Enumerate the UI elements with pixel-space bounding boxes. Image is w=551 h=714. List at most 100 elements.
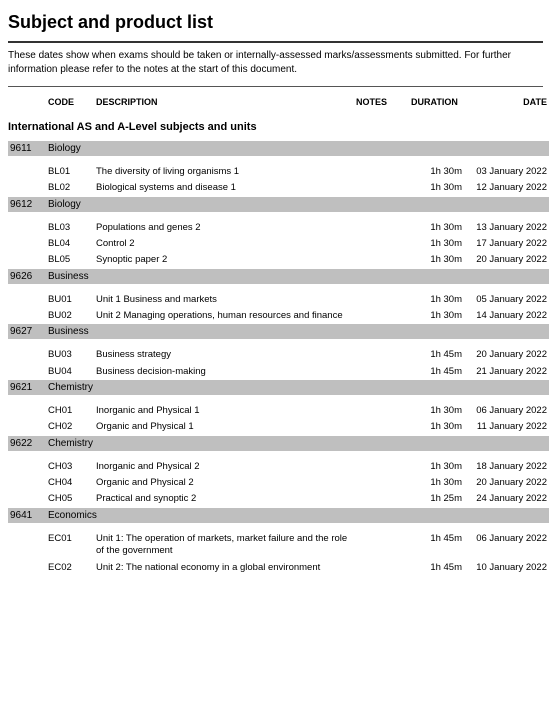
unit-description: Unit 2 Managing operations, human resour…	[94, 308, 354, 324]
unit-row: CH04Organic and Physical 21h 30m20 Janua…	[8, 475, 549, 491]
unit-description: Organic and Physical 2	[94, 475, 354, 491]
unit-code: EC01	[46, 531, 94, 560]
unit-description: The diversity of living organisms 1	[94, 164, 354, 180]
timetable-table: CODE DESCRIPTION NOTES DURATION DATE Int…	[8, 93, 549, 576]
page-title: Subject and product list	[8, 12, 543, 33]
unit-date: 14 January 2022	[464, 308, 549, 324]
subject-row: 9627Business	[8, 324, 549, 339]
unit-description: Inorganic and Physical 1	[94, 403, 354, 419]
unit-duration: 1h 25m	[409, 491, 464, 507]
intro-text: These dates show when exams should be ta…	[8, 49, 543, 76]
unit-date: 10 January 2022	[464, 560, 549, 576]
unit-code: BL04	[46, 236, 94, 252]
subject-name: Chemistry	[46, 436, 549, 451]
subject-row: 9626Business	[8, 269, 549, 284]
unit-description: Synoptic paper 2	[94, 252, 354, 268]
unit-description: Control 2	[94, 236, 354, 252]
spacer-row	[8, 523, 549, 531]
header-description: DESCRIPTION	[94, 93, 354, 113]
subject-name: Economics	[46, 508, 549, 523]
unit-code: BL03	[46, 220, 94, 236]
subject-name: Business	[46, 324, 549, 339]
unit-date: 12 January 2022	[464, 180, 549, 196]
subject-row: 9622Chemistry	[8, 436, 549, 451]
unit-date: 06 January 2022	[464, 403, 549, 419]
subject-number: 9621	[8, 380, 46, 395]
rule-top	[8, 41, 543, 43]
unit-duration: 1h 30m	[409, 292, 464, 308]
unit-duration: 1h 30m	[409, 459, 464, 475]
unit-code: BU04	[46, 364, 94, 380]
subject-number: 9627	[8, 324, 46, 339]
unit-row: EC02Unit 2: The national economy in a gl…	[8, 560, 549, 576]
subject-number: 9641	[8, 508, 46, 523]
subject-name: Business	[46, 269, 549, 284]
unit-row: CH03Inorganic and Physical 2 1h 30m18 Jan…	[8, 459, 549, 475]
unit-notes	[354, 475, 409, 491]
unit-notes	[354, 419, 409, 435]
unit-notes	[354, 236, 409, 252]
unit-notes	[354, 220, 409, 236]
spacer-row	[8, 395, 549, 403]
unit-row: EC01Unit 1: The operation of markets, ma…	[8, 531, 549, 560]
unit-duration: 1h 30m	[409, 419, 464, 435]
header-duration: DURATION	[409, 93, 464, 113]
subject-row: 9611Biology	[8, 141, 549, 156]
unit-duration: 1h 30m	[409, 180, 464, 196]
rule-under-intro	[8, 86, 543, 87]
unit-code: EC02	[46, 560, 94, 576]
unit-description: Biological systems and disease 1	[94, 180, 354, 196]
unit-row: BL04Control 21h 30m17 January 2022	[8, 236, 549, 252]
unit-duration: 1h 45m	[409, 531, 464, 560]
unit-code: BU03	[46, 347, 94, 363]
unit-notes	[354, 252, 409, 268]
unit-date: 20 January 2022	[464, 252, 549, 268]
unit-description: Practical and synoptic 2	[94, 491, 354, 507]
spacer-row	[8, 156, 549, 164]
unit-row: BU04Business decision-making 1h 45m21 Jan…	[8, 364, 549, 380]
unit-duration: 1h 30m	[409, 220, 464, 236]
header-code: CODE	[46, 93, 94, 113]
unit-duration: 1h 30m	[409, 475, 464, 491]
unit-row: BU01Unit 1 Business and markets1h 30m05 …	[8, 292, 549, 308]
subject-number: 9626	[8, 269, 46, 284]
unit-row: CH02Organic and Physical 11h 30m11 Janua…	[8, 419, 549, 435]
unit-row: BL03Populations and genes 2 1h 30m13 Janu…	[8, 220, 549, 236]
unit-description: Business strategy	[94, 347, 354, 363]
unit-duration: 1h 30m	[409, 308, 464, 324]
unit-date: 21 January 2022	[464, 364, 549, 380]
unit-date: 06 January 2022	[464, 531, 549, 560]
unit-code: BU02	[46, 308, 94, 324]
unit-date: 18 January 2022	[464, 459, 549, 475]
unit-description: Unit 1 Business and markets	[94, 292, 354, 308]
unit-row: CH01Inorganic and Physical 11h 30m06 Jan…	[8, 403, 549, 419]
unit-row: BU02Unit 2 Managing operations, human re…	[8, 308, 549, 324]
subject-name: Chemistry	[46, 380, 549, 395]
subject-row: 9612Biology	[8, 197, 549, 212]
subject-number: 9611	[8, 141, 46, 156]
unit-code: CH05	[46, 491, 94, 507]
unit-notes	[354, 403, 409, 419]
unit-notes	[354, 459, 409, 475]
unit-description: Populations and genes 2	[94, 220, 354, 236]
unit-date: 24 January 2022	[464, 491, 549, 507]
unit-code: BL01	[46, 164, 94, 180]
unit-row: CH05Practical and synoptic 2 1h 25m24 Jan…	[8, 491, 549, 507]
spacer-row	[8, 451, 549, 459]
unit-description: Inorganic and Physical 2	[94, 459, 354, 475]
unit-row: BL01The diversity of living organisms 1 1…	[8, 164, 549, 180]
unit-code: CH03	[46, 459, 94, 475]
unit-date: 05 January 2022	[464, 292, 549, 308]
unit-code: CH01	[46, 403, 94, 419]
spacer-row	[8, 339, 549, 347]
subject-row: 9621Chemistry	[8, 380, 549, 395]
unit-date: 20 January 2022	[464, 475, 549, 491]
section-title: International AS and A-Level subjects an…	[8, 113, 549, 141]
unit-duration: 1h 45m	[409, 364, 464, 380]
unit-duration: 1h 30m	[409, 252, 464, 268]
header-date: DATE	[464, 93, 549, 113]
unit-code: BL02	[46, 180, 94, 196]
unit-description: Business decision-making	[94, 364, 354, 380]
unit-date: 13 January 2022	[464, 220, 549, 236]
unit-duration: 1h 30m	[409, 164, 464, 180]
